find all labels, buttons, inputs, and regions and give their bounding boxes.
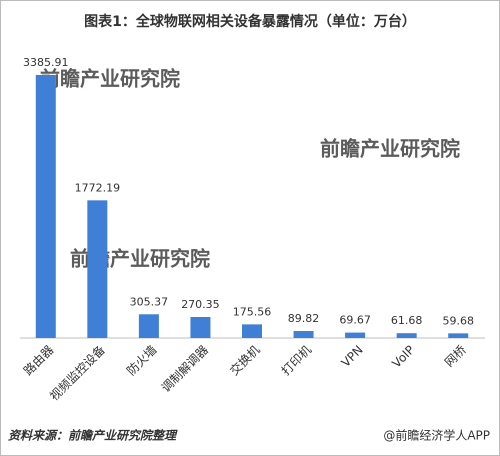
source: 资料来源：前瞻产业研究院整理: [8, 429, 178, 443]
bar: [448, 333, 469, 338]
bar: [293, 331, 314, 338]
watermark: 前瞻产业研究院: [320, 137, 460, 161]
data-label: 305.37: [130, 295, 169, 308]
data-label: 270.35: [181, 298, 220, 311]
bar: [35, 75, 56, 338]
data-label: 61.68: [391, 314, 423, 327]
data-label: 69.67: [339, 314, 371, 327]
bar: [242, 324, 262, 338]
data-label: 3385.91: [23, 56, 69, 69]
bar: [345, 332, 366, 338]
bar: [190, 317, 211, 338]
data-label: 1772.19: [75, 181, 121, 194]
data-label: 59.68: [442, 314, 474, 327]
watermark: 前瞻产业研究院: [40, 67, 180, 91]
data-label: 89.82: [288, 312, 320, 325]
bar: [396, 333, 417, 338]
chart-title: 图表1：全球物联网相关设备暴露情况（单位：万台）: [84, 13, 416, 30]
data-label: 175.56: [233, 305, 272, 318]
bar: [138, 314, 159, 338]
bar: [87, 200, 108, 338]
credit: @前瞻经济学人APP: [383, 428, 490, 443]
